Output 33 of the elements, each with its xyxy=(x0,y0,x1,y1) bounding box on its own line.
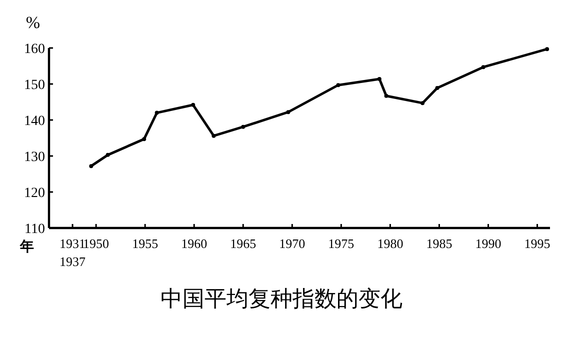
point xyxy=(435,86,440,90)
point xyxy=(106,152,110,157)
x-tick-label: 1995 xyxy=(524,236,550,251)
x-tick-label: 1980 xyxy=(377,236,404,251)
point xyxy=(89,164,94,168)
x-tick-label: 1970 xyxy=(279,236,306,251)
point xyxy=(377,76,382,81)
y-tick-label: 110 xyxy=(24,222,45,237)
point xyxy=(286,110,290,114)
point xyxy=(191,102,196,107)
x-axis-title: 年 xyxy=(19,239,34,255)
x-tick-label: 1990 xyxy=(475,236,502,251)
point xyxy=(241,124,246,129)
y-tick-label: 120 xyxy=(24,186,45,201)
point xyxy=(545,47,550,52)
x-tick-label: 1985 xyxy=(426,236,452,251)
y-axis-title: % xyxy=(26,13,40,32)
text: 中国平均复种指数的变化 xyxy=(160,286,402,311)
y-tick-label: 160 xyxy=(24,42,45,57)
point xyxy=(142,137,146,142)
point xyxy=(336,83,340,88)
point xyxy=(420,101,425,106)
point xyxy=(384,94,388,98)
point xyxy=(154,110,159,115)
y-tick-label: 150 xyxy=(24,78,45,93)
x-tick-label: 1965 xyxy=(230,236,256,251)
point xyxy=(481,65,486,70)
y-tick-label: 140 xyxy=(24,114,45,129)
point xyxy=(212,134,216,138)
y-tick-label: 130 xyxy=(24,150,45,165)
x-tick-label: 1955 xyxy=(132,236,158,251)
x-tick-label: 1960 xyxy=(181,236,208,251)
x-tick-label: 1975 xyxy=(328,236,354,251)
